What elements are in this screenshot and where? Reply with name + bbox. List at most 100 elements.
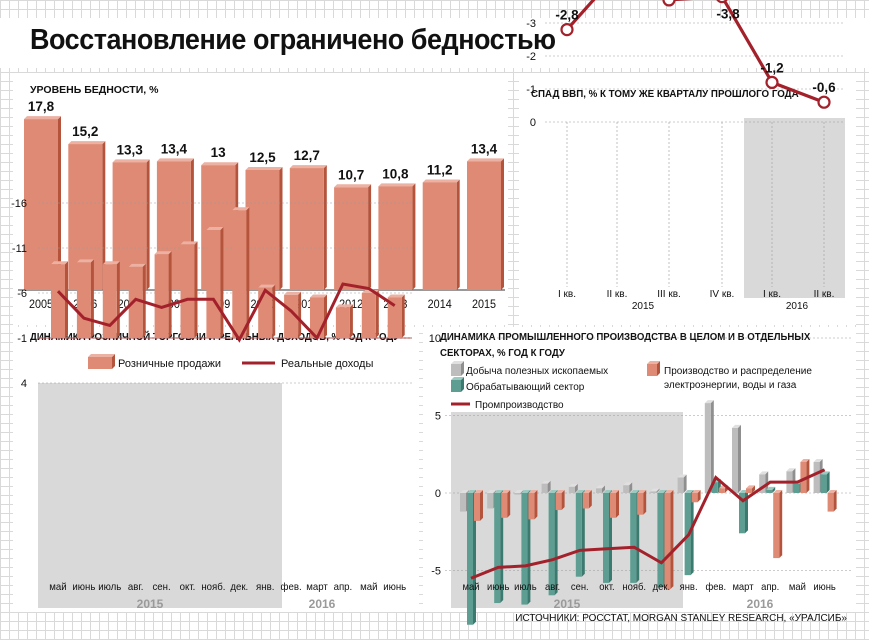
industry-bar-utilities-side bbox=[534, 490, 538, 520]
industry-bar-utilities bbox=[773, 493, 780, 559]
gdp-x-tick: III кв. bbox=[657, 289, 681, 300]
retail-bar bbox=[361, 293, 376, 338]
retail-legend-label-line: Реальные доходы bbox=[281, 358, 373, 370]
industry-bar-mining bbox=[568, 486, 575, 493]
retail-bar-top bbox=[128, 263, 146, 267]
retail-bar-side bbox=[194, 241, 198, 338]
industry-bar-utilities-top bbox=[746, 485, 755, 489]
retail-bar bbox=[154, 254, 169, 338]
industry-bar-utilities-top bbox=[827, 490, 837, 493]
retail-bar bbox=[387, 297, 402, 338]
industry-bar-manufacturing-top bbox=[494, 490, 504, 493]
retail-bar-top bbox=[76, 259, 94, 263]
industry-bar-manufacturing-side bbox=[473, 490, 476, 625]
industry-x-tick: сен. bbox=[571, 582, 589, 594]
industry-bar-manufacturing-top bbox=[521, 490, 531, 493]
retail-bar bbox=[76, 262, 91, 338]
title-bar bbox=[0, 18, 869, 68]
industry-x-tick: нояб. bbox=[622, 582, 646, 594]
gdp-y-tick: 0 bbox=[530, 117, 536, 129]
industry-legend-swatch-mining-top bbox=[451, 361, 464, 364]
industry-bar-manufacturing-side bbox=[826, 471, 830, 493]
retail-bar bbox=[51, 264, 65, 338]
industry-bar-manufacturing-side bbox=[581, 490, 585, 577]
industry-bar-manufacturing-top bbox=[684, 490, 694, 493]
industry-bar-mining-top bbox=[759, 471, 769, 475]
retail-y-tick: -11 bbox=[12, 243, 27, 255]
industry-bar-manufacturing-top bbox=[603, 490, 612, 493]
gdp-value-label: -3,8 bbox=[716, 7, 740, 22]
industry-bar-utilities-side bbox=[670, 490, 674, 590]
industry-bar-manufacturing bbox=[630, 493, 637, 583]
industry-bar-utilities-side bbox=[752, 485, 755, 493]
industry-bar-mining-top bbox=[677, 474, 687, 478]
poverty-bar bbox=[289, 168, 324, 290]
industry-legend-swatch-manufacturing bbox=[451, 380, 461, 392]
industry-bar-utilities-top bbox=[582, 490, 592, 493]
gdp-year-label: 2015 bbox=[632, 301, 655, 312]
poverty-value-label: 10,7 bbox=[338, 167, 364, 182]
gdp-x-tick: I кв. bbox=[558, 289, 576, 300]
retail-bar-top bbox=[180, 241, 198, 245]
retail-x-tick: июнь bbox=[383, 582, 406, 593]
poverty-bar-top bbox=[201, 162, 239, 166]
poverty-bar-side bbox=[368, 184, 372, 290]
poverty-bar-side bbox=[279, 167, 283, 290]
gdp-point bbox=[765, 75, 779, 90]
poverty-bar bbox=[378, 186, 413, 290]
industry-legend-swatch-manufacturing-side bbox=[461, 377, 464, 392]
industry-bar-mining bbox=[514, 493, 521, 495]
industry-bar-mining-top bbox=[541, 480, 551, 484]
industry-bar-manufacturing-top bbox=[467, 490, 476, 493]
retail-income-line bbox=[56, 282, 396, 343]
industry-bar-mining-side bbox=[738, 424, 741, 493]
poverty-bar-top bbox=[422, 179, 460, 183]
poverty-bar-side bbox=[146, 159, 150, 290]
retail-bar-top bbox=[206, 227, 224, 230]
industry-bar-manufacturing-top bbox=[739, 490, 748, 493]
retail-x-tick: сен. bbox=[152, 582, 170, 593]
retail-bar-side bbox=[168, 251, 172, 338]
retail-x-tick: авг. bbox=[128, 582, 144, 593]
poverty-bar bbox=[422, 182, 457, 290]
gdp-point bbox=[560, 23, 574, 37]
retail-x-tick: июнь bbox=[72, 582, 95, 593]
industry-legend-swatch-utilities bbox=[647, 364, 657, 376]
industry-bar-manufacturing-top bbox=[548, 490, 558, 493]
industry-legend-swatch-utilities-top bbox=[647, 361, 660, 364]
industry-bar-mining-top bbox=[732, 424, 741, 428]
industry-bar-mining-side bbox=[710, 400, 714, 493]
industry-x-tick: окт. bbox=[599, 582, 614, 594]
industry-bar-utilities-side bbox=[480, 490, 483, 521]
poverty-value-label: 13,4 bbox=[161, 141, 188, 156]
industry-bar-mining-top bbox=[596, 485, 605, 489]
industry-bar-mining-top bbox=[623, 482, 633, 486]
page-title: Восстановление ограничено бедностью bbox=[30, 24, 556, 56]
poverty-value-label: 12,5 bbox=[249, 150, 276, 165]
industry-bar-mining-top bbox=[650, 488, 660, 492]
retail-legend-swatch-bars-top bbox=[88, 354, 115, 357]
retail-bar-top bbox=[154, 251, 172, 255]
retail-legend-label-bars: Розничные продажи bbox=[118, 358, 221, 370]
industry-y-tick: -5 bbox=[431, 566, 441, 578]
poverty-x-tick: 2014 bbox=[428, 299, 453, 312]
industry-bar-manufacturing-side bbox=[554, 490, 558, 596]
retail-x-tick: май bbox=[360, 582, 377, 593]
poverty-value-label: 13 bbox=[211, 145, 227, 160]
industry-bar-manufacturing bbox=[766, 489, 773, 493]
industry-bar-manufacturing-side bbox=[690, 490, 694, 576]
industry-bar-mining-side bbox=[765, 471, 769, 493]
gdp-year-label: 2016 bbox=[786, 301, 809, 312]
industry-bar-utilities-top bbox=[691, 490, 701, 493]
industry-bar-manufacturing bbox=[603, 493, 609, 583]
gdp-2016-shade bbox=[744, 118, 845, 298]
industry-bar-mining bbox=[487, 493, 494, 509]
industry-bar-utilities-side bbox=[616, 490, 619, 518]
retail-y-tick: -1 bbox=[17, 333, 27, 345]
industry-bar-mining bbox=[460, 493, 466, 512]
retail-x-tick: апр. bbox=[334, 582, 353, 593]
industry-bar-mining bbox=[704, 403, 711, 493]
retail-bar-top bbox=[387, 294, 405, 298]
industry-bar-utilities-top bbox=[800, 459, 810, 462]
industry-bar-utilities-top bbox=[501, 490, 511, 493]
